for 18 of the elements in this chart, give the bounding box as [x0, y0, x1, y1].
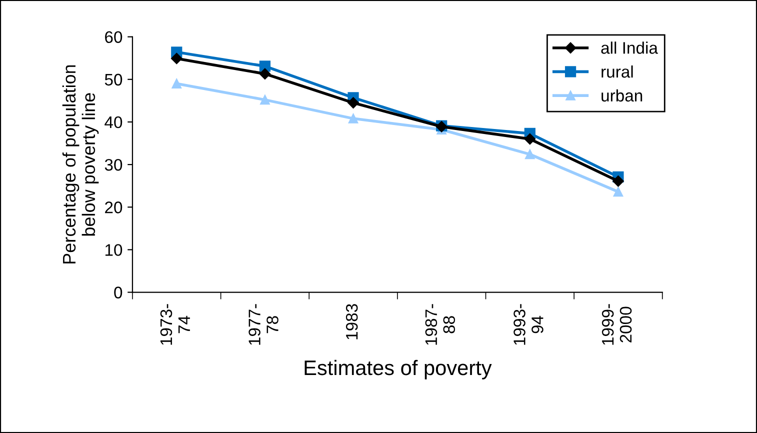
y-axis-title: Percentage of population below poverty line [62, 65, 99, 264]
y-tick-label: 10 [105, 244, 122, 256]
x-tick-label: 1983 [346, 304, 358, 340]
legend-label: urban [602, 89, 642, 102]
legend-label: all India [601, 42, 658, 54]
x-tick-label: 1987-88 [425, 304, 456, 345]
legend-label: rural [602, 65, 633, 78]
x-tick-label: 1999-2000 [602, 304, 632, 345]
x-tick-label: 1993-94 [514, 304, 544, 345]
y-tick-label: 30 [104, 158, 122, 171]
y-tick-label: 0 [114, 286, 122, 298]
y-tick-label: 60 [105, 31, 122, 44]
x-tick-label: 1977-78 [248, 304, 278, 345]
y-tick-label: 40 [104, 116, 122, 128]
y-tick-label: 50 [104, 74, 122, 86]
y-tick-label: 20 [105, 202, 122, 214]
x-tick-label: 1973-74 [160, 304, 190, 345]
x-axis-title: Estimates of poverty [304, 360, 492, 380]
